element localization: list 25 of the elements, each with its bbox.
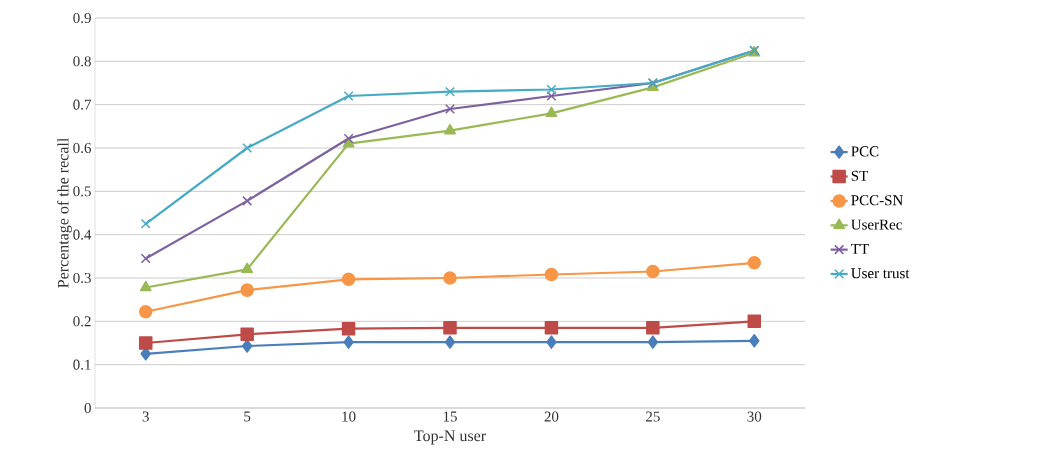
y-tick-label: 0.5 [73,186,91,197]
legend-label: TT [851,243,869,254]
x-tick-label: 20 [544,411,559,422]
legend-label: UserRec [851,219,902,230]
x-tick-label: 25 [646,411,660,422]
y-tick-label: 0.3 [73,272,91,284]
x-tick-label: 5 [244,411,251,422]
x-tick-label: 3 [142,411,149,422]
y-axis-title: Percentage of the recall [57,138,72,288]
y-tick-label: 0.7 [73,99,92,110]
y-tick-label: 0.9 [73,12,91,24]
x-tick-label: 15 [443,411,457,422]
x-tick-label: 10 [342,411,356,422]
y-tick-label: 0.6 [73,142,92,154]
legend-label: PCC [851,146,879,157]
y-tick-label: 0.8 [73,56,91,67]
y-tick-label: 0.1 [73,359,91,370]
legend-label: ST [851,170,869,181]
y-tick-label: 0.2 [73,316,91,327]
legend-label: User trust [851,268,910,279]
y-tick-label: 0 [84,402,91,414]
x-tick-label: 30 [747,411,762,422]
x-axis-title: Top-N user [414,430,486,445]
legend-label: PCC-SN [851,195,903,206]
y-tick-label: 0.4 [73,229,92,240]
